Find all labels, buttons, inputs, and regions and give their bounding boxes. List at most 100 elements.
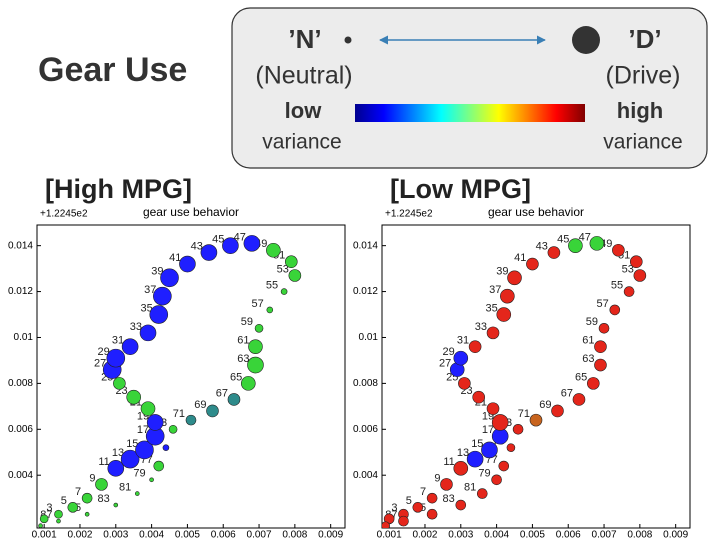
point-label: 61	[237, 335, 249, 347]
point-label: 27	[94, 358, 106, 370]
point-label: 35	[486, 302, 498, 314]
x-tick-label: 0.004	[484, 530, 509, 541]
point-label: 1	[377, 507, 383, 519]
point-label: 7	[75, 486, 81, 498]
point	[458, 377, 471, 390]
point-label: 15	[471, 438, 483, 450]
point	[54, 509, 63, 519]
point-label: 35	[141, 302, 153, 314]
point-label: 53	[622, 263, 634, 275]
point	[284, 255, 298, 269]
point-label: 9	[89, 472, 95, 484]
point	[629, 255, 643, 269]
colorbar	[355, 104, 585, 122]
point	[612, 243, 625, 257]
y-tick-label: 0.008	[8, 378, 33, 389]
point	[168, 424, 178, 434]
offset-label: +1.2245e2	[385, 209, 433, 220]
y-tick-label: 0.01	[359, 332, 379, 343]
point-label: 41	[169, 252, 181, 264]
point-label: 11	[98, 456, 109, 468]
point-label: 33	[130, 321, 142, 333]
point	[486, 326, 500, 340]
y-tick-label: 0.006	[8, 424, 33, 435]
chart: [Low MPG] +1.2245e2 gear use behavior 0.001…	[353, 174, 691, 541]
point	[121, 338, 139, 355]
point	[472, 390, 485, 404]
point	[468, 340, 482, 353]
point-label: 47	[579, 231, 591, 243]
point	[153, 286, 172, 306]
chart-heading: [Low MPG]	[390, 174, 531, 204]
point	[466, 450, 484, 468]
y-tick-label: 0.008	[353, 378, 378, 389]
legend-drive: ’D’	[628, 24, 661, 54]
point	[227, 393, 241, 406]
x-tick-label: 0.005	[520, 530, 545, 541]
legend-small-dot	[344, 36, 352, 44]
point-label: 3	[391, 502, 397, 514]
point-label: 65	[575, 371, 587, 383]
point	[496, 307, 512, 322]
point	[280, 288, 288, 295]
point-label: 27	[439, 358, 451, 370]
point	[120, 449, 140, 469]
point	[506, 443, 516, 452]
point	[551, 404, 564, 418]
x-tick-label: 0.002	[67, 530, 92, 541]
point	[95, 478, 108, 491]
point	[589, 236, 605, 251]
legend-neutral: ’N’	[288, 24, 321, 54]
x-tick-label: 0.003	[448, 530, 473, 541]
point-label: 55	[266, 279, 278, 291]
point-label: 45	[212, 234, 224, 246]
x-tick-label: 0.004	[139, 530, 164, 541]
point	[149, 477, 154, 483]
point-label: 89	[22, 514, 34, 526]
point-label: 37	[144, 284, 156, 296]
point-label: 63	[237, 353, 249, 365]
x-tick-label: 0.006	[211, 530, 236, 541]
point-label: 79	[133, 468, 145, 480]
point	[455, 499, 467, 511]
y-tick-label: 0.01	[14, 332, 34, 343]
point	[84, 511, 90, 517]
y-tick-label: 0.014	[8, 240, 33, 251]
legend-low: low	[285, 98, 323, 123]
point	[241, 376, 256, 391]
point	[507, 270, 522, 286]
point-label: 11	[443, 456, 454, 468]
point-label: 69	[194, 399, 206, 411]
point-label: 79	[478, 468, 490, 480]
point	[453, 461, 469, 476]
x-tick-label: 0.001	[32, 530, 57, 541]
point-label: 55	[611, 279, 623, 291]
point-label: 39	[496, 266, 508, 278]
x-tick-label: 0.007	[592, 530, 617, 541]
point	[547, 246, 561, 259]
x-tick-label: 0.006	[556, 530, 581, 541]
point	[498, 460, 510, 472]
point-label: 29	[443, 346, 455, 358]
point	[500, 288, 515, 304]
point	[382, 521, 390, 528]
point-label: 43	[191, 240, 203, 252]
point-label: 71	[173, 408, 185, 420]
point	[67, 502, 79, 513]
point	[56, 518, 61, 524]
chart-heading: [High MPG]	[45, 174, 192, 204]
chart-title: gear use behavior	[143, 205, 239, 219]
point	[113, 377, 126, 390]
point	[206, 404, 219, 418]
point	[412, 502, 424, 513]
y-tick-label: 0.014	[353, 240, 378, 251]
x-tick-label: 0.003	[103, 530, 128, 541]
point	[526, 257, 539, 271]
point-label: 17	[482, 424, 494, 436]
point-label: 3	[46, 502, 52, 514]
y-tick-label: 0.004	[8, 470, 33, 481]
point-label: 45	[557, 234, 569, 246]
point-label: 81	[119, 481, 131, 493]
x-tick-label: 0.009	[663, 530, 688, 541]
